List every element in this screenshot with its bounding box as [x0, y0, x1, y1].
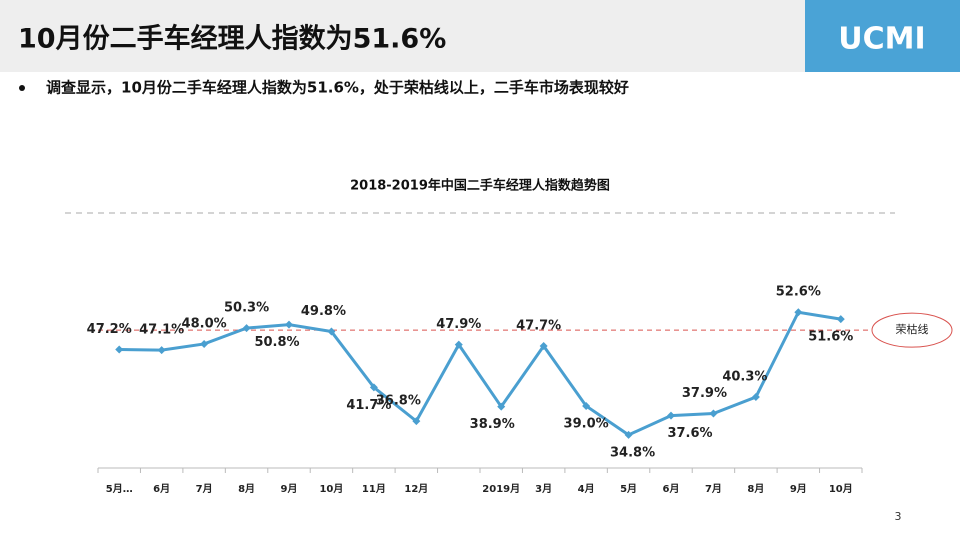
data-label: 36.8% — [376, 394, 421, 409]
point — [836, 315, 845, 324]
point — [582, 401, 591, 410]
brand-box — [805, 0, 960, 72]
x-tick-label: 8月 — [747, 483, 764, 495]
x-tick-label: 9月 — [281, 483, 298, 495]
point — [497, 402, 506, 411]
series-line — [119, 310, 842, 437]
data-label: 47.9% — [436, 317, 481, 332]
point — [624, 430, 633, 439]
slide-title: 10月份二手车经理人指数为51.6% — [18, 23, 446, 55]
x-tick-label: 10月 — [319, 483, 343, 495]
chart-title: 2018-2019年中国二手车经理人指数趋势图 — [350, 178, 610, 194]
data-label: 39.0% — [564, 416, 609, 431]
x-tick-label: 10月 — [829, 483, 853, 495]
point — [157, 346, 166, 355]
x-tick-label: 4月 — [578, 483, 595, 495]
data-label: 47.7% — [516, 319, 561, 334]
title-bar — [0, 0, 805, 72]
point — [327, 327, 336, 336]
data-label: 47.1% — [139, 323, 184, 338]
point — [412, 417, 421, 426]
x-tick-label: 6月 — [153, 483, 170, 495]
x-tick-label: 6月 — [663, 483, 680, 495]
point — [285, 320, 293, 329]
data-label: 51.6% — [808, 330, 853, 345]
data-label: 50.8% — [254, 335, 299, 350]
point — [242, 324, 251, 333]
x-tick-label: 7月 — [705, 483, 722, 495]
point — [200, 339, 209, 348]
point — [794, 308, 803, 317]
data-label: 49.8% — [301, 304, 346, 319]
x-tick-label: 8月 — [238, 483, 255, 495]
x-tick-label: 9月 — [790, 483, 807, 495]
x-tick-label: 5月… — [106, 483, 133, 495]
data-label: 34.8% — [610, 445, 655, 460]
x-tick-label: 3月 — [535, 483, 552, 495]
data-label: 40.3% — [722, 370, 767, 385]
x-tick-label: 2019月 — [482, 483, 520, 495]
data-label: 50.3% — [224, 301, 269, 316]
reference-callout — [871, 312, 953, 348]
data-label: 37.9% — [682, 386, 727, 401]
x-tick-label: 7月 — [196, 483, 213, 495]
data-label: 37.6% — [667, 426, 712, 441]
point — [539, 342, 548, 351]
brand: UCMI — [838, 22, 925, 57]
point — [454, 340, 463, 349]
bullet-text: 调查显示，10月份二手车经理人指数为51.6%，处于荣枯线以上，二手车市场表现较… — [46, 79, 629, 97]
point — [709, 409, 718, 418]
reference-label: 荣枯线 — [896, 322, 929, 336]
x-tick-label: 11月 — [362, 483, 386, 495]
data-label: 52.6% — [776, 285, 821, 300]
bullet-dot — [19, 85, 25, 91]
point — [369, 383, 378, 392]
page-number: 3 — [895, 510, 902, 523]
point — [751, 393, 760, 402]
x-tick-label: 5月 — [620, 483, 637, 495]
data-label: 48.0% — [182, 316, 227, 331]
point — [115, 345, 124, 354]
data-label: 41.7% — [346, 398, 391, 413]
data-label: 38.9% — [470, 417, 515, 432]
data-label: 47.2% — [87, 322, 132, 337]
point — [667, 411, 675, 420]
x-tick-label: 12月 — [404, 483, 428, 495]
